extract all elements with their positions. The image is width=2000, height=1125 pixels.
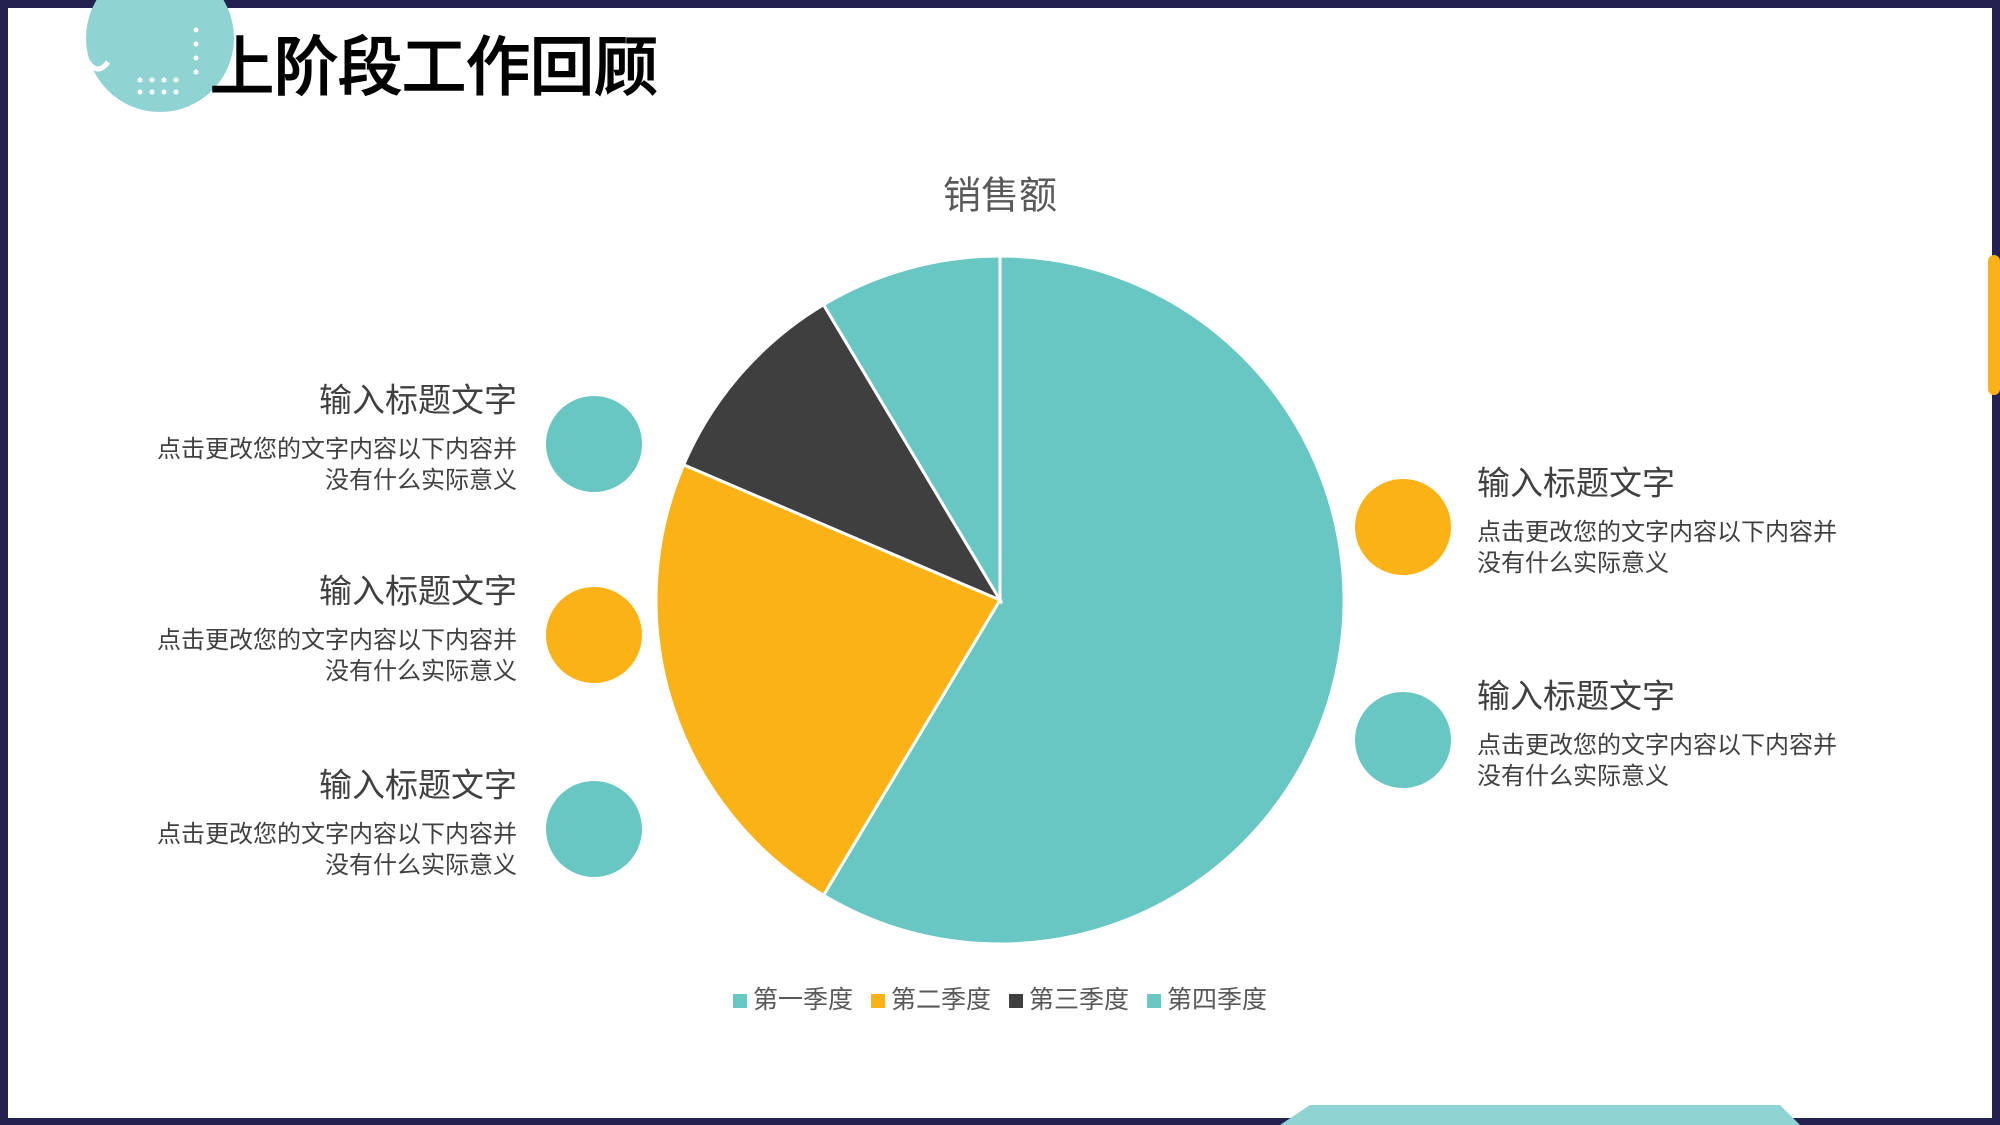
legend-label: 第二季度	[891, 985, 991, 1014]
legend: 第一季度 第二季度 第三季度 第四季度	[733, 985, 1267, 1014]
item-text: 没有什么实际意义	[325, 466, 517, 494]
item-circle	[1355, 692, 1451, 788]
item-heading: 输入标题文字	[1477, 677, 1675, 716]
legend-label: 第三季度	[1029, 985, 1129, 1014]
item-text: 没有什么实际意义	[325, 851, 517, 879]
item-circle	[546, 587, 642, 683]
legend-label: 第四季度	[1167, 985, 1267, 1014]
decoration-bottom	[1280, 1105, 1800, 1125]
item-text: 没有什么实际意义	[1477, 549, 1669, 577]
item-heading: 输入标题文字	[1477, 464, 1675, 503]
item-text: 点击更改您的文字内容以下内容并	[1477, 518, 1837, 546]
item-heading: 输入标题文字	[319, 381, 517, 420]
item-text: 点击更改您的文字内容以下内容并	[157, 820, 517, 848]
legend-swatch	[733, 994, 747, 1008]
item-text: 点击更改您的文字内容以下内容并	[157, 435, 517, 463]
item-circle	[1355, 479, 1451, 575]
item-text: 点击更改您的文字内容以下内容并	[157, 626, 517, 654]
decoration-dots	[137, 27, 199, 95]
item-text: 没有什么实际意义	[325, 657, 517, 685]
pie-slice	[821, 254, 1002, 606]
decoration-wave	[65, 52, 111, 72]
item-text: 没有什么实际意义	[1477, 762, 1669, 790]
item-text: 点击更改您的文字内容以下内容并	[1477, 731, 1837, 759]
legend-swatch	[1147, 994, 1162, 1008]
chart-title: 销售额	[943, 174, 1057, 218]
pie-slice	[681, 302, 1004, 604]
legend-swatch	[871, 994, 886, 1008]
pie	[654, 254, 1346, 946]
text-items: 输入标题文字点击更改您的文字内容以下内容并没有什么实际意义输入标题文字点击更改您…	[157, 381, 1837, 880]
pie-slice	[821, 254, 1346, 946]
item-circle	[546, 781, 642, 877]
slide-title: 上阶段工作回顾	[210, 32, 658, 106]
legend-swatch	[1009, 994, 1024, 1008]
decoration-edge	[1988, 255, 2000, 395]
legend-label: 第一季度	[753, 985, 853, 1014]
item-heading: 输入标题文字	[319, 572, 517, 611]
pie-slice	[654, 462, 1003, 898]
item-circle	[546, 396, 642, 492]
item-heading: 输入标题文字	[319, 766, 517, 805]
